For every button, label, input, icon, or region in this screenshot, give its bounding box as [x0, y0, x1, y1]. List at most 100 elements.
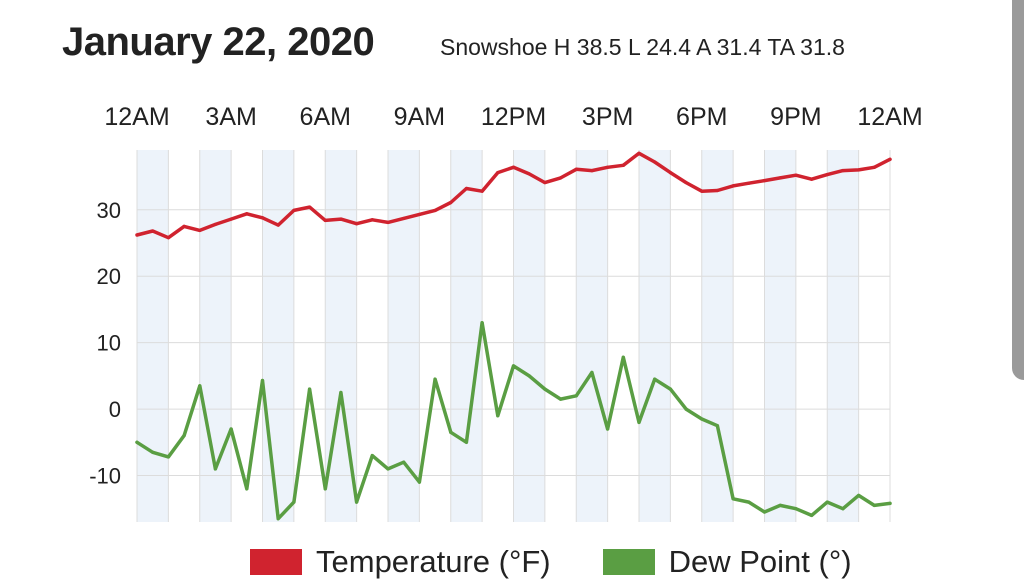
- data-point-temperature: [433, 208, 437, 213]
- y-axis-ticks: 30 20 10 0 -10: [89, 198, 121, 489]
- data-point-dew_point: [825, 500, 829, 504]
- data-point-temperature: [731, 184, 735, 188]
- data-point-dew_point: [747, 500, 751, 504]
- data-point-dew_point: [637, 420, 641, 424]
- data-point-temperature: [527, 172, 531, 176]
- data-point-temperature: [464, 186, 469, 191]
- data-point-temperature: [198, 228, 202, 232]
- y-tick-label: -10: [89, 464, 121, 489]
- data-point-temperature: [323, 218, 327, 223]
- data-point-dew_point: [166, 455, 170, 459]
- scrollbar-edge[interactable]: [1012, 0, 1024, 380]
- x-tick-label: 6AM: [300, 103, 351, 131]
- data-point-temperature: [794, 173, 798, 177]
- data-point-dew_point: [496, 414, 500, 418]
- data-point-temperature: [558, 176, 563, 180]
- data-point-dew_point: [245, 487, 249, 491]
- data-point-temperature: [449, 200, 453, 205]
- data-point-dew_point: [888, 501, 892, 505]
- data-point-dew_point: [198, 384, 202, 388]
- data-point-dew_point: [307, 387, 312, 391]
- data-point-dew_point: [778, 503, 782, 507]
- chart-title-date: January 22, 2020: [62, 20, 375, 64]
- data-point-dew_point: [621, 355, 625, 359]
- data-point-temperature: [213, 222, 218, 226]
- data-point-dew_point: [574, 394, 578, 398]
- data-point-temperature: [166, 236, 170, 240]
- hour-stripe: [701, 150, 734, 522]
- y-tick-label: 10: [97, 331, 121, 356]
- x-tick-label: 3AM: [205, 103, 256, 131]
- data-point-dew_point: [464, 440, 469, 444]
- legend-label-temperature: Temperature (°F): [316, 544, 551, 579]
- data-point-dew_point: [606, 427, 610, 431]
- hour-stripe: [639, 150, 671, 522]
- data-point-dew_point: [762, 510, 767, 514]
- data-point-temperature: [715, 188, 720, 193]
- data-point-dew_point: [857, 493, 861, 498]
- data-point-dew_point: [339, 390, 343, 395]
- data-point-dew_point: [417, 480, 421, 484]
- grid-lines: [136, 150, 891, 522]
- data-point-dew_point: [731, 497, 735, 501]
- data-point-dew_point: [543, 387, 547, 391]
- data-point-temperature: [684, 180, 688, 185]
- data-point-temperature: [809, 177, 814, 181]
- data-point-temperature: [229, 217, 233, 221]
- legend: Temperature (°F) Dew Point (°): [250, 544, 904, 580]
- data-point-temperature: [276, 223, 280, 227]
- data-point-dew_point: [402, 460, 406, 464]
- data-point-temperature: [151, 229, 155, 233]
- data-point-dew_point: [841, 507, 845, 511]
- legend-label-dew-point: Dew Point (°): [668, 544, 852, 579]
- data-point-dew_point: [809, 513, 814, 517]
- data-point-dew_point: [213, 467, 218, 471]
- data-point-dew_point: [558, 397, 563, 401]
- data-point-temperature: [590, 168, 594, 173]
- hour-stripe: [513, 150, 545, 522]
- data-point-temperature: [386, 220, 390, 225]
- legend-swatch-temperature: [250, 549, 302, 575]
- y-tick-label: 20: [97, 264, 121, 289]
- data-point-dew_point: [370, 453, 374, 458]
- data-point-dew_point: [433, 377, 437, 381]
- x-tick-label: 12AM: [104, 103, 169, 131]
- data-point-dew_point: [668, 387, 672, 391]
- data-point-dew_point: [794, 507, 798, 511]
- data-point-temperature: [668, 170, 672, 175]
- hour-stripe: [827, 150, 859, 522]
- data-point-dew_point: [135, 440, 139, 444]
- data-point-temperature: [402, 216, 406, 221]
- legend-item-temperature[interactable]: Temperature (°F): [250, 544, 551, 580]
- data-point-temperature: [370, 218, 374, 222]
- data-point-dew_point: [700, 417, 704, 421]
- data-point-temperature: [543, 180, 547, 185]
- station-summary: Snowshoe H 38.5 L 24.4 A 31.4 TA 31.8: [440, 34, 845, 60]
- data-point-temperature: [496, 170, 500, 175]
- data-point-dew_point: [480, 321, 484, 325]
- hour-stripe: [576, 150, 608, 522]
- data-point-temperature: [182, 224, 186, 228]
- data-point-temperature: [480, 189, 484, 193]
- data-point-dew_point: [527, 374, 531, 378]
- legend-swatch-dew-point: [602, 549, 655, 575]
- legend-item-dew-point[interactable]: Dew Point (°): [602, 544, 852, 580]
- data-point-temperature: [857, 168, 861, 172]
- data-point-temperature: [872, 165, 876, 169]
- data-point-dew_point: [715, 424, 720, 428]
- x-axis-ticks: 12AM 3AM 6AM 9AM 12PM 3PM 6PM 9PM 12AM: [104, 103, 922, 131]
- data-point-temperature: [135, 233, 139, 237]
- hour-stripe: [764, 150, 796, 522]
- hour-stripe: [137, 150, 169, 522]
- data-point-dew_point: [590, 370, 594, 375]
- data-point-dew_point: [355, 500, 359, 504]
- data-point-temperature: [653, 160, 657, 164]
- y-tick-label: 0: [109, 397, 121, 422]
- data-point-temperature: [574, 167, 578, 171]
- data-point-dew_point: [151, 450, 155, 454]
- data-point-temperature: [355, 222, 359, 226]
- data-point-dew_point: [260, 378, 265, 383]
- data-point-dew_point: [386, 467, 390, 471]
- data-point-temperature: [511, 165, 516, 169]
